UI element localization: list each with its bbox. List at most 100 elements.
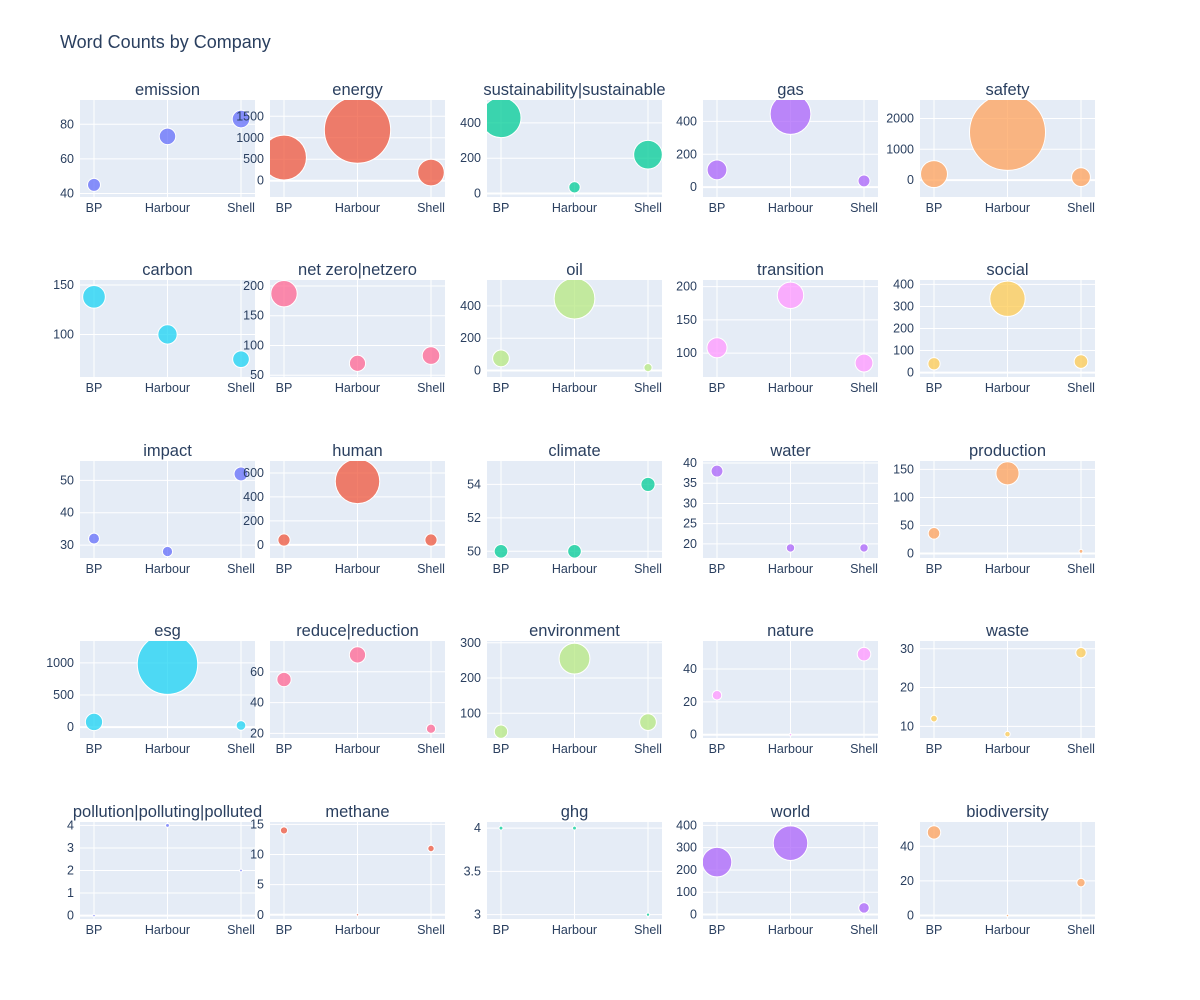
bubble-bp[interactable]: [927, 527, 941, 540]
bubble-bp[interactable]: [270, 280, 298, 308]
bubble-shell[interactable]: [858, 902, 870, 914]
bubble-harbour[interactable]: [785, 543, 796, 553]
bubble-harbour[interactable]: [989, 280, 1026, 317]
y-tick-label: 150: [53, 278, 74, 292]
subplot-title: production: [969, 442, 1046, 460]
bubble-harbour[interactable]: [1004, 730, 1011, 738]
y-tick-label: 0: [690, 180, 697, 194]
bubble-harbour[interactable]: [776, 281, 805, 309]
bubble-harbour[interactable]: [334, 459, 381, 505]
bubble-shell[interactable]: [856, 646, 872, 662]
bubble-harbour[interactable]: [788, 733, 793, 737]
bubble-harbour[interactable]: [323, 97, 392, 164]
bubble-shell[interactable]: [854, 353, 874, 373]
bubble-bp[interactable]: [706, 159, 728, 181]
bubble-bp[interactable]: [710, 464, 724, 478]
bubble-harbour[interactable]: [558, 642, 591, 675]
bubble-bp[interactable]: [88, 532, 100, 545]
bubble-shell[interactable]: [857, 174, 871, 188]
x-tick-label: BP: [926, 742, 943, 756]
bubble-harbour[interactable]: [157, 324, 178, 345]
bubble-harbour[interactable]: [348, 354, 367, 372]
subplot-title: esg: [154, 622, 181, 640]
y-tick-label: 500: [53, 688, 74, 702]
bubble-harbour[interactable]: [161, 545, 174, 558]
y-tick-label: 40: [60, 506, 74, 520]
bubble-harbour[interactable]: [165, 822, 170, 828]
bubble-bp[interactable]: [926, 825, 942, 840]
bubble-shell[interactable]: [639, 713, 657, 731]
subplot-water: 20 25 30 35 40 BP Harbour Shell water: [683, 442, 878, 576]
bubble-shell[interactable]: [233, 466, 249, 482]
bubble-bp[interactable]: [711, 690, 723, 701]
bubble-bp[interactable]: [702, 846, 733, 878]
subplot-biodiversity: 0 20 40 BP Harbour Shell biodiversity: [900, 803, 1095, 937]
bubble-bp[interactable]: [492, 349, 510, 368]
bubble-bp[interactable]: [493, 543, 509, 558]
y-tick-label: 0: [67, 720, 74, 734]
bubble-shell[interactable]: [417, 158, 445, 187]
bubble-shell[interactable]: [643, 363, 653, 373]
bubble-harbour[interactable]: [136, 634, 199, 695]
bubble-bp[interactable]: [276, 671, 292, 688]
bubble-shell[interactable]: [232, 350, 250, 369]
bubble-bp[interactable]: [706, 337, 728, 359]
x-tick-label: BP: [709, 923, 726, 937]
bubble-harbour[interactable]: [1005, 913, 1010, 918]
y-tick-label: 10: [250, 848, 264, 862]
bubble-bp[interactable]: [92, 913, 96, 918]
bubble-harbour[interactable]: [553, 278, 596, 320]
bubble-shell[interactable]: [231, 109, 251, 129]
bubble-harbour[interactable]: [772, 825, 809, 861]
bubble-bp[interactable]: [279, 826, 289, 835]
bubble-shell[interactable]: [1075, 646, 1087, 659]
bubble-harbour[interactable]: [568, 181, 581, 194]
x-tick-label: BP: [276, 201, 293, 215]
bubble-shell[interactable]: [645, 912, 651, 917]
bubble-bp[interactable]: [930, 714, 938, 723]
bubble-shell[interactable]: [1073, 354, 1089, 369]
bubble-shell[interactable]: [235, 720, 247, 731]
bubble-harbour[interactable]: [355, 913, 360, 917]
x-tick-label: Shell: [1067, 562, 1095, 576]
bubble-shell[interactable]: [421, 346, 441, 365]
bubble-bp[interactable]: [920, 160, 948, 189]
bubble-bp[interactable]: [493, 724, 509, 738]
bubble-shell[interactable]: [1071, 167, 1091, 188]
x-tick-label: Shell: [227, 562, 255, 576]
bubble-shell[interactable]: [425, 723, 437, 734]
y-tick-label: 400: [893, 277, 914, 291]
bubble-harbour[interactable]: [348, 646, 367, 664]
bubble-harbour[interactable]: [158, 127, 177, 146]
bubble-shell[interactable]: [427, 844, 435, 853]
bubble-bp[interactable]: [87, 177, 101, 192]
x-tick-label: BP: [86, 742, 103, 756]
bubble-shell[interactable]: [1078, 548, 1084, 554]
subplot-title: gas: [777, 81, 804, 99]
bubble-bp[interactable]: [84, 712, 104, 732]
bubble-shell[interactable]: [859, 543, 869, 553]
bubble-harbour[interactable]: [567, 543, 582, 558]
bubble-harbour[interactable]: [769, 94, 812, 135]
bubble-shell[interactable]: [424, 533, 438, 547]
bubble-shell[interactable]: [640, 476, 656, 493]
bubble-bp[interactable]: [262, 134, 307, 181]
subplot-energy: 0 500 1000 1500 BP Harbour Shell energy: [236, 81, 445, 215]
bubble-shell[interactable]: [239, 868, 243, 873]
bubble-bp[interactable]: [481, 98, 522, 139]
bubble-bp[interactable]: [82, 284, 106, 309]
bubble-harbour[interactable]: [995, 461, 1020, 486]
bubble-harbour[interactable]: [969, 94, 1046, 171]
bubble-harbour[interactable]: [572, 825, 577, 831]
y-tick-label: 40: [683, 662, 697, 676]
bubble-shell[interactable]: [633, 139, 663, 170]
bubble-bp[interactable]: [498, 825, 504, 831]
y-tick-label: 35: [683, 476, 697, 490]
bubble-shell[interactable]: [1076, 877, 1086, 888]
bubble-bp[interactable]: [277, 533, 291, 547]
subplot-title: environment: [529, 622, 620, 640]
y-tick-label: 200: [893, 322, 914, 336]
bubble-bp[interactable]: [927, 357, 941, 371]
y-tick-label: 52: [467, 511, 481, 525]
x-tick-label: BP: [493, 381, 510, 395]
